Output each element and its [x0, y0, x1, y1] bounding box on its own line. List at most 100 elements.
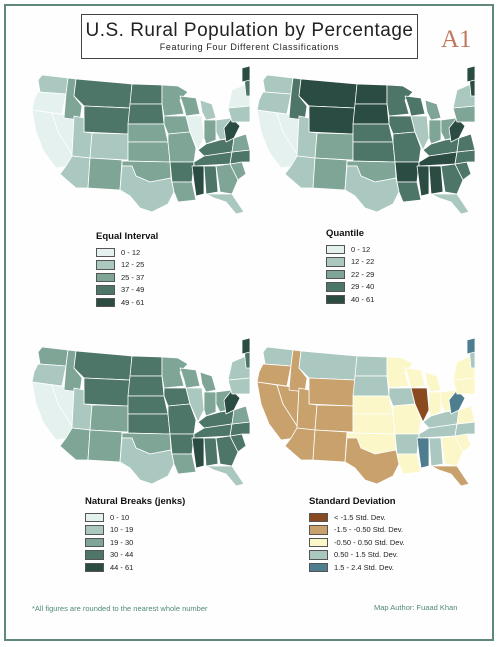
state-iowa: [163, 387, 191, 407]
state-florida: [205, 193, 245, 214]
state-new-mexico: [87, 157, 123, 191]
state-washington: [37, 346, 69, 367]
legend-swatch: [85, 550, 104, 560]
legend-equal-interval: Equal Interval 0 - 12 12 - 25 25 - 37 37 - …: [96, 231, 158, 309]
state-washington: [37, 74, 69, 95]
legend-title: Quantile: [326, 228, 365, 239]
legend-label: -1.5 - -0.50 Std. Dev.: [334, 525, 404, 535]
state-mississippi: [416, 165, 430, 197]
state-minnesota: [386, 84, 414, 117]
state-nebraska: [352, 395, 394, 415]
state-arkansas: [394, 433, 420, 455]
legend-label: 19 - 30: [110, 537, 134, 547]
legend-item: 22 - 29: [326, 268, 374, 281]
state-new-mexico: [87, 429, 123, 463]
state-michigan: [199, 99, 217, 121]
state-new-mexico: [312, 429, 348, 463]
map-equal-interval: [31, 66, 250, 214]
state-maine: [241, 338, 250, 355]
legend-label: 10 - 19: [110, 525, 134, 535]
title-box: U.S. Rural Population by Percentage Feat…: [81, 14, 418, 59]
legend-label: 0 - 12: [351, 244, 371, 254]
state-north-carolina: [229, 149, 250, 165]
state-montana: [73, 78, 133, 109]
legend-item: 37 - 49: [96, 284, 158, 297]
state-illinois: [410, 115, 430, 151]
figure-badge: A1: [441, 26, 472, 53]
state-west-virginia: [223, 389, 241, 415]
legend-swatch: [326, 294, 345, 304]
legend-label: < -1.5 Std. Dev.: [334, 512, 386, 522]
state-mississippi: [191, 165, 205, 197]
state-maine: [466, 66, 475, 83]
state-texas: [344, 165, 400, 213]
state-pennsylvania: [227, 377, 250, 395]
state-nebraska: [127, 123, 169, 143]
state-louisiana: [396, 181, 422, 203]
legend-swatch: [326, 257, 345, 267]
state-maine: [466, 338, 475, 355]
state-louisiana: [396, 453, 422, 475]
legend-item: 10 - 19: [85, 524, 185, 537]
state-south-dakota: [127, 103, 165, 125]
legend-label: 25 - 37: [121, 272, 145, 282]
legend-item: 44 - 61: [85, 561, 185, 574]
legend-item: -1.5 - -0.50 Std. Dev.: [309, 524, 405, 537]
state-montana: [73, 350, 133, 381]
legend-swatch: [309, 562, 328, 572]
state-georgia: [215, 435, 239, 467]
legend-label: 12 - 22: [351, 257, 375, 267]
state-florida: [430, 193, 470, 214]
state-wyoming: [83, 377, 131, 407]
legend-quantile: Quantile 0 - 12 12 - 22 22 - 29 29 - 40 40 -…: [326, 228, 374, 306]
state-georgia: [215, 163, 239, 195]
state-alabama: [203, 437, 219, 467]
state-illinois: [185, 387, 205, 423]
state-kansas: [352, 413, 396, 435]
state-wyoming: [308, 377, 356, 407]
state-minnesota: [161, 356, 189, 389]
state-florida: [205, 465, 245, 486]
state-arkansas: [169, 433, 195, 455]
legend-standard-deviation: Standard Deviation < -1.5 Std. Dev. -1.5 …: [309, 496, 405, 574]
state-nebraska: [352, 123, 394, 143]
legend-natural-breaks: Natural Breaks (jenks) 0 - 10 10 - 19 19 -…: [85, 496, 185, 574]
legend-swatch: [85, 537, 104, 547]
state-wisconsin: [179, 95, 201, 117]
state-new-york: [227, 83, 250, 109]
state-mississippi: [191, 437, 205, 469]
legend-swatch: [96, 297, 115, 307]
legend-label: 12 - 25: [121, 260, 145, 270]
state-wisconsin: [179, 367, 201, 389]
legend-label: 0.50 - 1.5 Std. Dev.: [334, 550, 399, 560]
legend-label: 49 - 61: [121, 297, 145, 307]
state-arkansas: [394, 161, 420, 183]
legend-item: -0.50 - 0.50 Std. Dev.: [309, 536, 405, 549]
state-south-dakota: [352, 103, 390, 125]
state-texas: [119, 437, 175, 485]
state-wisconsin: [404, 95, 426, 117]
state-virginia: [456, 405, 475, 425]
state-north-carolina: [454, 421, 475, 437]
legend-item: 1.5 - 2.4 Std. Dev.: [309, 561, 405, 574]
legend-swatch: [309, 512, 328, 522]
state-north-dakota: [354, 83, 388, 105]
legend-swatch: [309, 537, 328, 547]
state-minnesota: [386, 356, 414, 389]
legend-swatch: [96, 247, 115, 257]
legend-item: 0 - 12: [326, 243, 374, 256]
state-pennsylvania: [452, 105, 475, 123]
state-washington: [262, 346, 294, 367]
legend-item: 25 - 37: [96, 271, 158, 284]
state-new-york: [452, 83, 475, 109]
state-indiana: [203, 391, 217, 417]
state-kansas: [127, 141, 171, 163]
legend-label: 0 - 12: [121, 247, 141, 257]
legend-swatch: [326, 282, 345, 292]
state-kansas: [352, 141, 396, 163]
state-minnesota: [161, 84, 189, 117]
state-new-mexico: [312, 157, 348, 191]
legend-label: 29 - 40: [351, 282, 375, 292]
state-texas: [119, 165, 175, 213]
state-north-dakota: [354, 355, 388, 377]
